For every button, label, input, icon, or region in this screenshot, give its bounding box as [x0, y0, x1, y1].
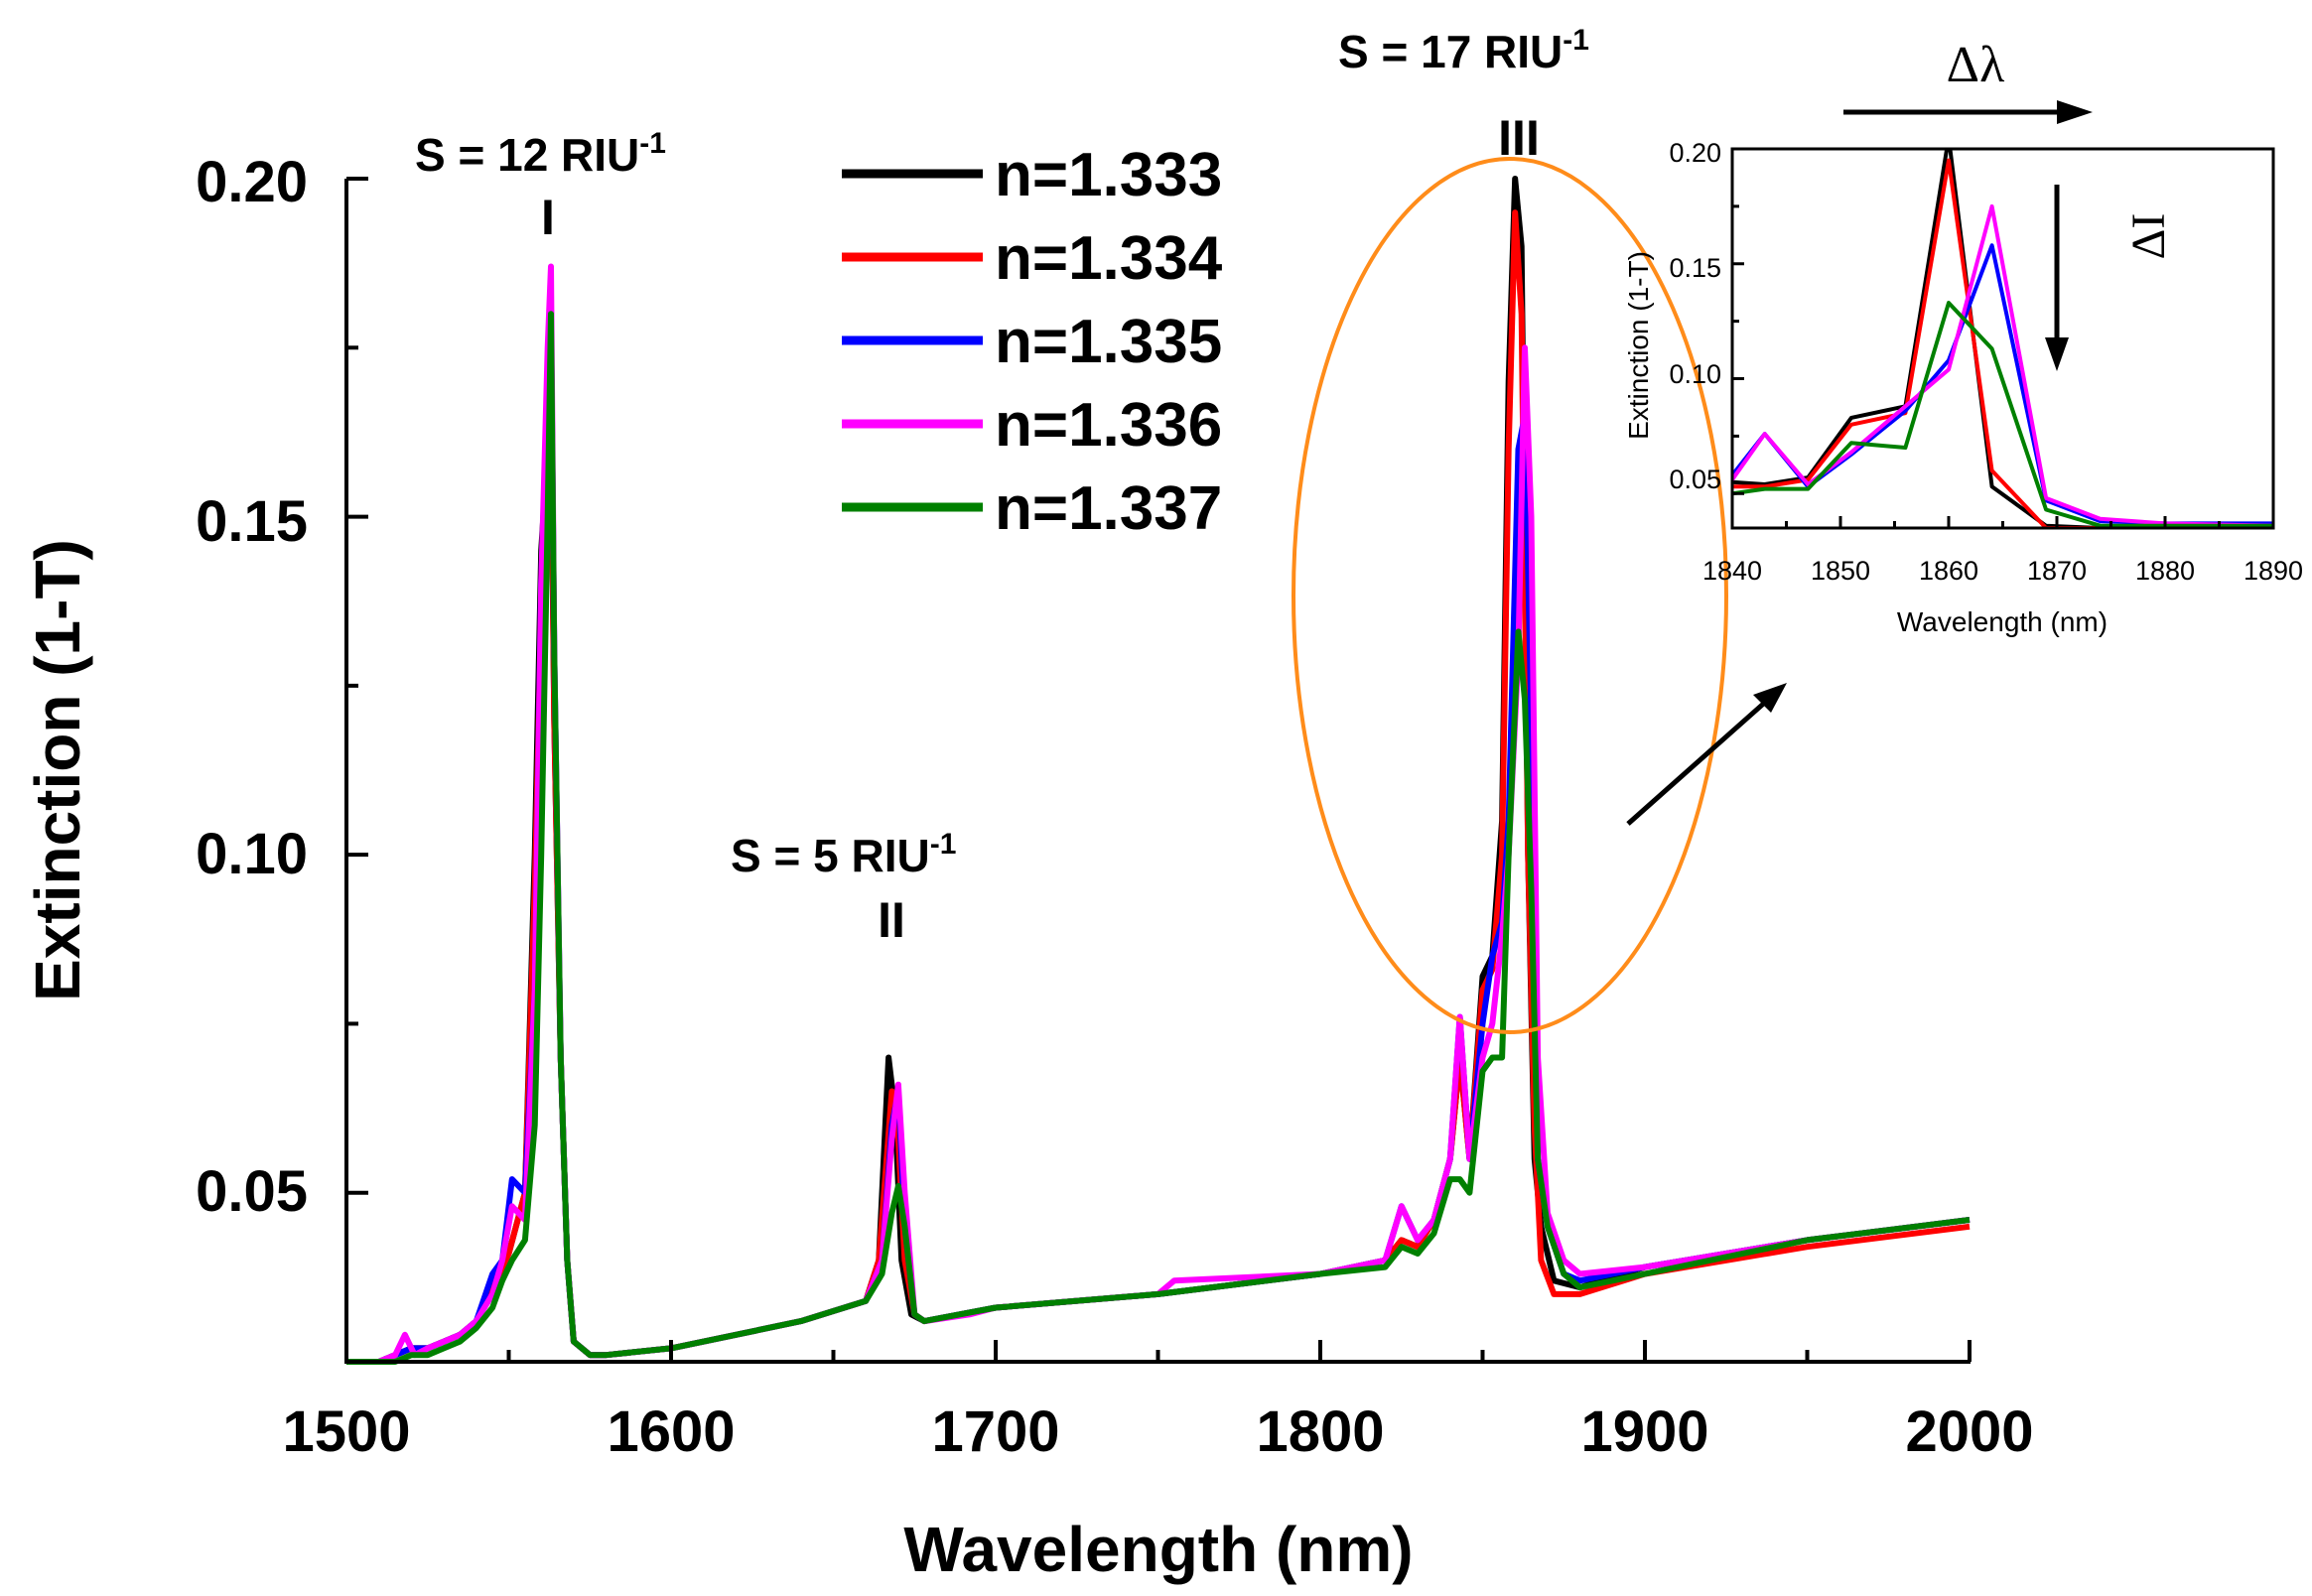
- inset-tick-marks: [1730, 147, 2275, 528]
- annotation-peak-label: II: [878, 892, 905, 948]
- x-axis-title: Wavelength (nm): [903, 1514, 1413, 1585]
- inset-y-tick-label: 0.15: [1669, 253, 1721, 283]
- inset-x-tick-label: 1840: [1702, 556, 1762, 586]
- y-tick-label: 0.05: [196, 1159, 308, 1224]
- annotation-sensitivity: S = 12 RIU-1: [415, 127, 666, 181]
- inset-y-tick-labels: 0.05 0.10 0.15 0.20: [1669, 138, 1721, 494]
- series-line: [346, 209, 1971, 1365]
- x-tick-label: 1700: [931, 1399, 1059, 1464]
- highlight-ellipse: [1292, 157, 1728, 1034]
- legend: n=1.333 n=1.334 n=1.335 n=1.336 n=1.337: [842, 141, 1223, 543]
- inset-y-axis-title: Extinction (1-T): [1623, 251, 1654, 440]
- legend-label: n=1.335: [995, 308, 1222, 376]
- zoom-arrow: [1626, 683, 1787, 826]
- legend-label: n=1.337: [995, 474, 1222, 543]
- legend-label: n=1.333: [995, 141, 1222, 209]
- right-arrowhead-icon: [2057, 100, 2093, 124]
- inset-series-line: [1732, 203, 2273, 528]
- legend-label: n=1.334: [995, 224, 1223, 293]
- inset-x-tick-label: 1850: [1811, 556, 1870, 586]
- inset-x-tick-label: 1880: [2135, 556, 2195, 586]
- x-tick-label: 1900: [1580, 1399, 1708, 1464]
- inset-y-tick-label: 0.05: [1669, 465, 1721, 494]
- series-line: [346, 311, 1971, 1365]
- inset-series-line: [1732, 301, 2273, 528]
- inset-x-tick-label: 1860: [1919, 556, 1978, 586]
- x-tick-label: 1800: [1256, 1399, 1384, 1464]
- inset-plot: 1840 1850 1860 1870 1880 1890 0.05 0.10 …: [1623, 37, 2303, 637]
- legend-label: n=1.336: [995, 391, 1222, 460]
- main-series-lines: [346, 176, 1971, 1365]
- y-tick-label: 0.20: [196, 150, 308, 214]
- down-arrowhead-icon: [2045, 337, 2069, 371]
- main-x-tick-labels: 1500 1600 1700 1800 1900 2000: [282, 1399, 2033, 1464]
- inset-x-tick-label: 1870: [2027, 556, 2087, 586]
- inset-series-line: [1732, 158, 2273, 528]
- annotation-sensitivity: S = 5 RIU-1: [731, 828, 956, 881]
- main-y-tick-labels: 0.05 0.10 0.15 0.20: [196, 150, 308, 1224]
- annotation-peak-label: I: [541, 190, 555, 245]
- inset-x-tick-labels: 1840 1850 1860 1870 1880 1890: [1702, 556, 2303, 586]
- annotation-sensitivity: S = 17 RIU-1: [1338, 24, 1589, 77]
- peak-annotation-iii: S = 17 RIU-1 III: [1338, 24, 1589, 166]
- peak-annotation-i: S = 12 RIU-1 I: [415, 127, 666, 245]
- main-plot: 1500 1600 1700 1800 1900 2000 0.05 0.10 …: [22, 24, 2034, 1585]
- series-line: [346, 311, 1971, 1365]
- inset-series-line: [1732, 149, 2273, 528]
- y-tick-label: 0.10: [196, 822, 308, 886]
- annotation-peak-label: III: [1498, 110, 1540, 166]
- inset-y-tick-label: 0.10: [1669, 359, 1721, 389]
- x-tick-label: 2000: [1905, 1399, 2033, 1464]
- delta-lambda-label: Δλ: [1947, 37, 2005, 93]
- inset-y-tick-label: 0.20: [1669, 138, 1721, 168]
- inset-x-axis-title: Wavelength (nm): [1897, 606, 2108, 637]
- delta-i-annotation: ΔI: [2045, 185, 2175, 371]
- delta-lambda-annotation: Δλ: [1843, 37, 2093, 124]
- peak-annotation-ii: S = 5 RIU-1 II: [731, 828, 956, 948]
- y-axis-title: Extinction (1-T): [22, 539, 93, 1001]
- x-tick-label: 1600: [607, 1399, 735, 1464]
- main-tick-marks: [344, 177, 1972, 1364]
- y-tick-label: 0.15: [196, 489, 308, 554]
- x-tick-label: 1500: [282, 1399, 410, 1464]
- inset-x-tick-label: 1890: [2244, 556, 2303, 586]
- inset-series-lines: [1732, 149, 2273, 528]
- delta-i-label: ΔI: [2122, 213, 2175, 260]
